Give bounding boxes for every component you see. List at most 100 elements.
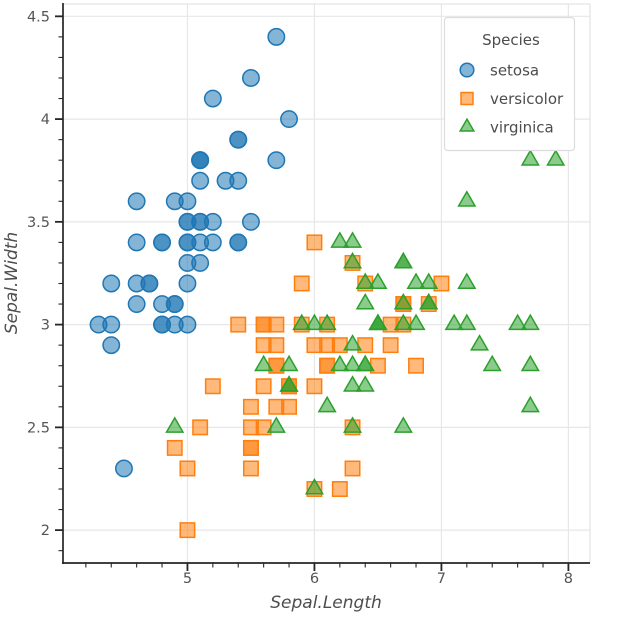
y-tick-label: 2.5 <box>27 420 50 436</box>
virginica-point <box>254 354 274 372</box>
x-tick-label: 5 <box>183 571 192 587</box>
virginica-point <box>165 416 185 433</box>
virginica-point <box>393 251 413 269</box>
versicolor-point <box>255 378 272 395</box>
versicolor-point <box>179 460 196 477</box>
setosa-point <box>267 27 286 46</box>
virginica-point <box>304 313 324 331</box>
virginica-point <box>368 272 388 290</box>
versicolor-point <box>242 460 259 477</box>
setosa-point <box>153 233 172 252</box>
virginica-point <box>342 375 363 392</box>
virginica-point <box>292 313 312 331</box>
virginica-point <box>342 334 363 351</box>
setosa-point <box>241 212 260 231</box>
virginica-point <box>520 313 540 331</box>
setosa-point <box>191 171 210 190</box>
setosa-point <box>165 192 184 211</box>
virginica-point <box>304 478 324 495</box>
x-tick-label: 7 <box>437 571 446 587</box>
versicolor-point <box>293 275 310 292</box>
setosa-point <box>115 459 133 478</box>
x-tick-label: 8 <box>564 571 573 587</box>
y-tick-label: 4.5 <box>27 9 50 25</box>
versicolor-point <box>242 398 259 415</box>
setosa-point <box>178 212 197 231</box>
versicolor-point <box>192 419 209 436</box>
virginica-point <box>393 313 413 331</box>
y-tick-labels: 2 2.5 3 3.5 4 4.5 <box>27 9 50 539</box>
series-setosa <box>89 27 298 478</box>
virginica-point <box>457 190 477 207</box>
virginica-point <box>279 375 299 392</box>
setosa-legend-marker <box>459 62 475 78</box>
setosa-point <box>191 151 210 170</box>
virginica-point <box>508 313 528 331</box>
legend-item-virginica: virginica <box>458 117 554 137</box>
versicolor-point <box>242 439 259 456</box>
virginica-point <box>355 293 375 310</box>
y-tick-label: 3 <box>41 318 50 334</box>
setosa-point <box>203 212 222 231</box>
virginica-point <box>469 334 490 351</box>
setosa-point <box>153 315 172 334</box>
virginica-point <box>393 293 413 310</box>
virginica-point <box>520 395 540 413</box>
virginica-point <box>419 293 439 310</box>
y-axis-label: Sepal.Width <box>2 232 22 334</box>
setosa-point <box>127 192 146 211</box>
axis-ticks <box>55 15 570 571</box>
setosa-point <box>127 295 146 314</box>
virginica-point <box>546 149 566 166</box>
virginica-point <box>330 354 350 372</box>
versicolor-legend-marker <box>460 91 474 106</box>
virginica-point <box>266 416 286 433</box>
setosa-point <box>203 89 222 108</box>
virginica-point <box>355 272 375 290</box>
versicolor-point <box>230 316 247 333</box>
versicolor-point <box>382 337 399 354</box>
virginica-point <box>393 416 413 433</box>
versicolor-point <box>242 419 259 436</box>
versicolor-point <box>331 481 348 497</box>
series-virginica <box>165 149 566 495</box>
setosa-point <box>280 110 298 129</box>
legend-items: setosa versicolor virginica <box>458 62 564 137</box>
virginica-point <box>342 354 363 372</box>
y-tick-label: 2 <box>41 523 50 539</box>
y-tick-label: 4 <box>41 112 50 128</box>
versicolor-point <box>306 337 323 354</box>
setosa-point <box>127 274 146 293</box>
setosa-point <box>178 274 197 293</box>
setosa-point <box>216 171 235 190</box>
legend-label: setosa <box>490 62 539 80</box>
x-axis-label: Sepal.Length <box>270 593 382 613</box>
setosa-point <box>267 151 286 170</box>
virginica-point <box>444 313 464 331</box>
legend-item-versicolor: versicolor <box>460 90 564 108</box>
x-tick-label: 6 <box>310 571 319 587</box>
virginica-point <box>342 231 363 248</box>
legend-label: virginica <box>490 119 554 137</box>
virginica-point <box>355 375 375 392</box>
setosa-point <box>191 233 210 252</box>
virginica-point <box>342 416 363 433</box>
data-points <box>89 27 566 539</box>
versicolor-point <box>268 337 285 354</box>
legend-item-setosa: setosa <box>459 62 539 80</box>
legend-label: versicolor <box>490 90 564 108</box>
virginica-point <box>406 272 426 290</box>
virginica-point <box>342 251 363 269</box>
setosa-point <box>229 233 248 252</box>
setosa-point <box>241 69 260 87</box>
virginica-point <box>419 272 439 290</box>
legend-box <box>443 16 576 152</box>
virginica-point <box>279 354 299 372</box>
x-tick-labels: 5 6 7 8 <box>183 571 573 587</box>
setosa-point <box>102 336 121 355</box>
versicolor-point <box>204 378 221 395</box>
y-tick-label: 3.5 <box>27 215 50 231</box>
setosa-point <box>102 274 121 293</box>
virginica-point <box>520 354 540 372</box>
